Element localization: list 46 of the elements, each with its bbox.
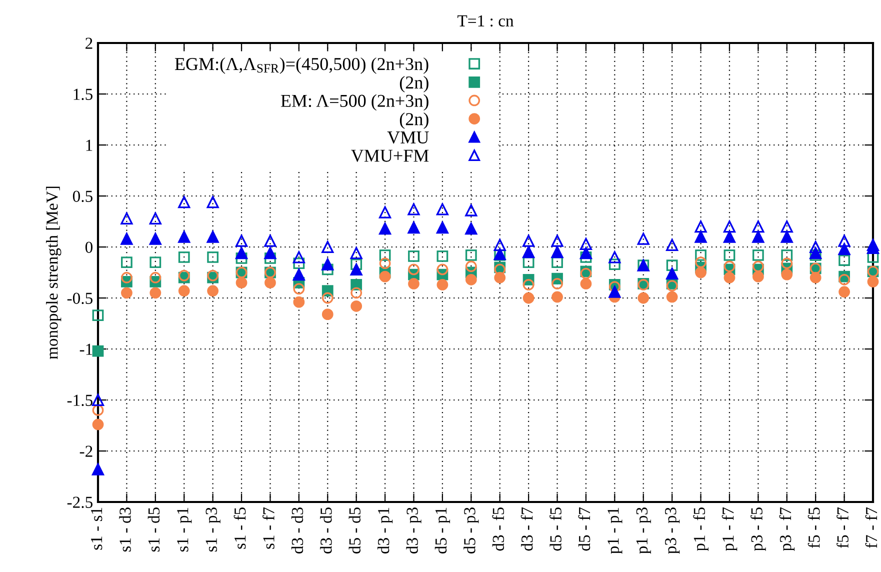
x-tick-label: p1 - f5 xyxy=(693,508,708,552)
y-tick-label: -2.5 xyxy=(67,496,92,508)
x-tick-label: s1 - p3 xyxy=(206,508,220,552)
x-tick-label: d5 - f5 xyxy=(550,508,562,551)
x-tick-label: d3 - f5 xyxy=(492,508,504,551)
x-tick-label: s1 - s1 xyxy=(91,508,102,550)
x-tick-label: d3 - p1 xyxy=(377,508,393,554)
x-tick-label: d5 - p3 xyxy=(464,508,479,554)
x-tick-label: s1 - f7 xyxy=(262,507,274,549)
x-tick-label: s1 - f5 xyxy=(234,508,246,549)
x-tick-label: d3 - p3 xyxy=(406,508,422,554)
legend-label: VMU xyxy=(387,132,429,144)
legend-label: (2n) xyxy=(400,112,428,129)
y-tick-label: 0 xyxy=(85,242,93,253)
y-tick-label: 0.5 xyxy=(72,190,92,202)
x-tick-label: p1 - p1 xyxy=(608,508,622,554)
y-tick-label: -1.5 xyxy=(67,394,92,406)
x-tick-label: s1 - d3 xyxy=(119,508,131,552)
x-tick-label: f5 - f5 xyxy=(808,508,820,548)
x-tick-label: p3 - f5 xyxy=(750,508,766,552)
y-tick-label: -1 xyxy=(80,344,92,355)
x-tick-label: p1 - p3 xyxy=(636,508,651,554)
x-tick-label: s1 - d5 xyxy=(148,508,160,552)
x-tick-label: d5 - f7 xyxy=(578,507,590,551)
legend-label: EM: Λ=500 (2n+3n) xyxy=(280,94,428,111)
x-tick-label: f5 - f7 xyxy=(836,507,848,548)
x-tick-label: d3 - d5 xyxy=(320,508,332,554)
x-tick-label: p3 - p3 xyxy=(665,508,680,554)
x-tick-label: s1 - p1 xyxy=(177,508,192,552)
x-tick-label: f7 - f7 xyxy=(865,507,878,548)
legend-label: VMU+FM xyxy=(351,150,429,162)
x-tick-label: d5 - d5 xyxy=(348,508,361,554)
y-tick-label: 1.5 xyxy=(74,88,92,100)
x-tick-label: d3 - f7 xyxy=(520,507,533,551)
x-tick-label: p3 - f7 xyxy=(779,507,795,552)
y-axis-title: monopole strength [MeV] xyxy=(46,186,62,360)
y-tick-label: -0.5 xyxy=(67,292,92,304)
x-tick-label: d3 - d3 xyxy=(291,508,304,554)
chart-title: T=1 : cn xyxy=(458,15,514,27)
y-tick-label: 2 xyxy=(86,38,92,49)
y-tick-label: -2 xyxy=(80,446,92,457)
y-tick-label: 1 xyxy=(86,140,92,151)
x-tick-label: p1 - f7 xyxy=(722,507,738,552)
legend-label: (2n) xyxy=(400,76,428,92)
legend-label: EGM:(Λ,Λ$_{SFR}$)=(450,500) (2n+3n) xyxy=(174,57,428,74)
x-tick-label: d5 - p1 xyxy=(434,508,450,554)
